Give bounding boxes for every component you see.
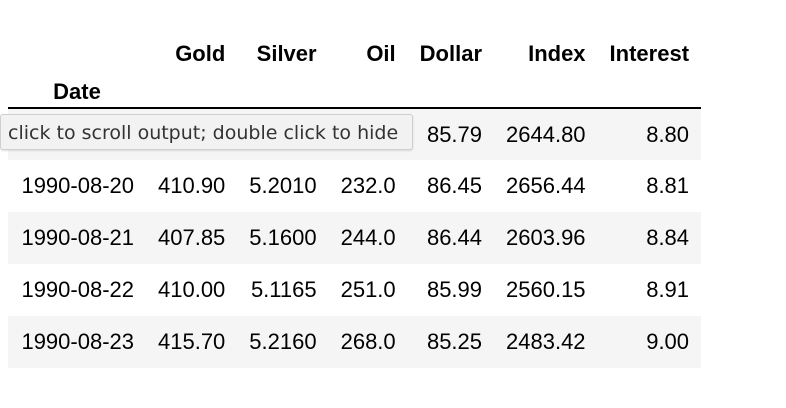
cell-silver: 5.2010 [249, 173, 317, 198]
cell-index: 2483.42 [506, 329, 586, 354]
cell-silver: 5.1600 [249, 225, 317, 250]
cell-interest: 8.84 [646, 225, 690, 250]
cell-interest: 9.00 [646, 329, 690, 354]
index-name-label: Date [8, 79, 146, 109]
column-header-interest: Interest [609, 41, 690, 66]
cell-gold: 410.90 [158, 173, 226, 198]
table-row: 1990-08-20 410.90 5.2010 232.0 86.45 265… [8, 160, 701, 212]
cell-index: 2560.15 [506, 277, 586, 302]
index-name-blank [237, 79, 329, 109]
table-row: 1990-08-21 407.85 5.1600 244.0 86.44 260… [8, 212, 702, 264]
cell-interest: 8.91 [646, 277, 690, 302]
cell-oil: 251.0 [340, 277, 396, 302]
cell-gold: 407.85 [158, 225, 226, 250]
column-header-row: Gold Silver Oil Dollar Index Interest [8, 29, 701, 79]
row-date: 1990-08-23 [21, 329, 134, 354]
cell-oil: 268.0 [340, 329, 396, 354]
table-row: 1990-08-22 410.00 5.1165 251.0 85.99 256… [8, 264, 701, 316]
cell-silver: 5.1165 [250, 277, 317, 302]
index-name-blank [407, 79, 495, 109]
cell-dollar: 85.79 [426, 121, 483, 147]
cell-dollar: 86.45 [426, 173, 483, 198]
row-date: 1990-08-22 [21, 277, 134, 302]
cell-dollar: 86.44 [426, 225, 483, 250]
cell-gold: 415.70 [158, 329, 226, 354]
cell-silver: 5.2160 [249, 329, 317, 354]
scroll-output-tooltip: click to scroll output; double click to … [0, 114, 414, 150]
index-name-blank [494, 79, 598, 109]
cell-interest: 8.80 [646, 121, 690, 147]
index-name-blank [597, 79, 702, 109]
dataframe-table: Gold Silver Oil Dollar Index Interest Da… [8, 29, 702, 368]
column-header-silver: Silver [256, 41, 317, 66]
cell-gold: 410.00 [158, 277, 226, 302]
column-header-dollar: Dollar [419, 41, 483, 66]
cell-oil: 244.0 [340, 225, 396, 250]
column-header-index: Index [528, 41, 586, 66]
cell-interest: 8.81 [646, 173, 690, 198]
row-date: 1990-08-20 [21, 173, 134, 198]
index-header-blank [8, 29, 146, 79]
cell-index: 2656.44 [506, 173, 586, 198]
cell-index: 2603.96 [506, 225, 586, 250]
row-date: 1990-08-21 [21, 225, 134, 250]
column-header-gold: Gold [175, 41, 226, 66]
index-name-row: Date [8, 79, 702, 109]
cell-dollar: 85.25 [426, 329, 483, 354]
cell-oil: 232.0 [340, 173, 396, 198]
index-name-blank [328, 79, 408, 109]
column-header-oil: Oil [366, 41, 396, 66]
cell-index: 2644.80 [506, 121, 586, 147]
index-name-blank [146, 79, 238, 109]
table-row: 1990-08-23 415.70 5.2160 268.0 85.25 248… [8, 316, 702, 368]
cell-dollar: 85.99 [426, 277, 483, 302]
